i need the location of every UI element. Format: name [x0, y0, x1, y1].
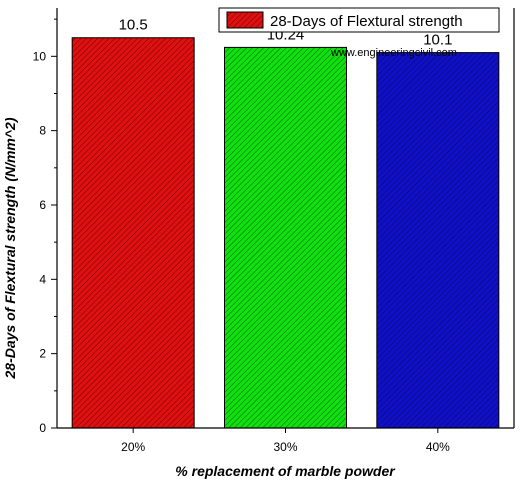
y-tick-label: 6	[39, 198, 46, 212]
y-tick-label: 0	[39, 421, 46, 435]
bar-20pct	[71, 37, 195, 429]
bars-layer	[71, 37, 500, 429]
legend-swatch	[226, 11, 264, 29]
watermark-text: www.engineeringcivil.com	[330, 47, 457, 59]
legend-label: 28-Days of Flextural strength	[270, 13, 463, 30]
y-tick-label: 2	[39, 347, 46, 361]
axes-layer	[51, 8, 515, 433]
bar-40pct	[376, 52, 500, 429]
y-tick-label: 8	[39, 124, 46, 138]
bar-30pct	[224, 46, 347, 429]
y-axis-title: 28-Days of Flextural strength (N/mm^2)	[2, 117, 18, 379]
legend-box	[218, 7, 500, 33]
data-label-40pct: 10.1	[423, 32, 452, 49]
x-axis-title: % replacement of marble powder	[175, 463, 396, 479]
y-tick-label: 4	[39, 272, 46, 286]
legend: 28-Days of Flextural strength	[218, 7, 500, 33]
y-tick-label: 10	[33, 49, 47, 63]
x-tick-label: 40%	[426, 440, 450, 454]
data-label-20pct: 10.5	[119, 17, 148, 34]
x-tick-label: 20%	[121, 440, 145, 454]
x-tick-label: 30%	[273, 440, 297, 454]
